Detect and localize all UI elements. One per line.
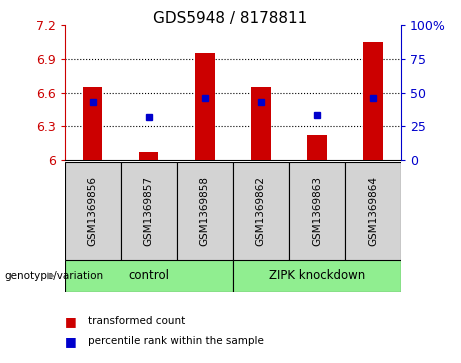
Bar [251,87,271,160]
Bar [345,162,401,260]
Bar [307,135,327,160]
Text: ■: ■ [65,335,76,348]
Bar [65,260,233,292]
Bar [121,162,177,260]
Bar [139,152,159,160]
Bar [233,162,289,260]
Text: GSM1369862: GSM1369862 [256,176,266,245]
Text: GSM1369864: GSM1369864 [368,176,378,245]
Text: GDS5948 / 8178811: GDS5948 / 8178811 [154,11,307,26]
Bar [233,260,401,292]
Bar [177,162,233,260]
Text: GSM1369857: GSM1369857 [144,176,154,245]
Text: GSM1369863: GSM1369863 [312,176,322,245]
Bar [65,162,121,260]
Text: ZIPK knockdown: ZIPK knockdown [269,269,365,282]
Bar [83,87,102,160]
Bar [195,53,214,160]
Bar [363,42,383,160]
Text: GSM1369858: GSM1369858 [200,176,210,245]
Text: transformed count: transformed count [88,316,185,326]
Text: ■: ■ [65,315,76,328]
Text: genotype/variation: genotype/variation [5,271,104,281]
Bar [289,162,345,260]
Text: control: control [128,269,169,282]
Text: GSM1369856: GSM1369856 [88,176,98,245]
Text: percentile rank within the sample: percentile rank within the sample [88,336,264,346]
